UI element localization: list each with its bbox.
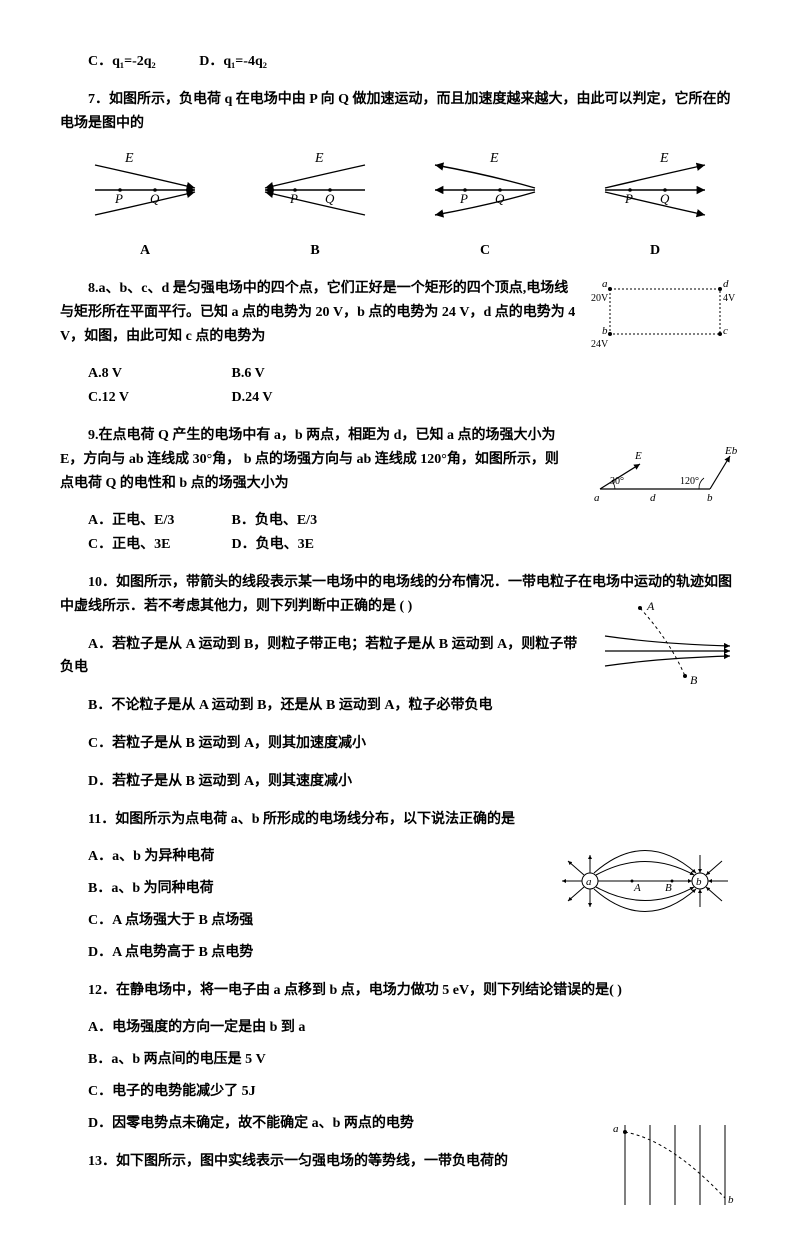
svg-text:Q: Q	[325, 191, 335, 206]
svg-text:b: b	[728, 1194, 734, 1206]
q8-optB: B.6 V	[232, 362, 372, 386]
q9-opts2: C．正电、3E D．负电、3E	[60, 533, 740, 557]
q8-optD: D.24 V	[232, 386, 372, 410]
q9-figure: E Eb 30° 120° a b d	[580, 444, 740, 518]
svg-text:b: b	[707, 492, 713, 504]
q12-optB: B．a、b 两点间的电压是 5 V	[60, 1048, 740, 1072]
q9-optC: C．正电、3E	[88, 533, 228, 557]
svg-text:d: d	[723, 278, 729, 290]
q8-block: a 20V d 4V b 24V c 8.a、b、c、d 是匀强电场中的四个点，…	[60, 277, 740, 410]
q9-optA: A．正电、E/3	[88, 509, 228, 533]
q7-figures: E P Q A E P Q B E P Q	[60, 150, 740, 263]
q10-optC: C．若粒子是从 B 运动到 A，则其加速度减小	[60, 732, 740, 756]
svg-text:E: E	[489, 151, 499, 166]
q7-stem: 7．如图所示，负电荷 q 在电场中由 P 向 Q 做加速运动，而且加速度越来越大…	[60, 88, 740, 136]
q7-fig-A: E P Q A	[80, 150, 210, 263]
q8-optC: C.12 V	[88, 386, 228, 410]
svg-text:B: B	[690, 673, 698, 687]
q6-optC: C．q₁=-2q₂	[88, 50, 156, 74]
q7-fig-B: E P Q B	[250, 150, 380, 263]
svg-text:A: A	[633, 882, 641, 894]
q13-block: a b 13．如下图所示，图中实线表示一匀强电场的等势线，一带负电荷的	[60, 1150, 740, 1174]
q7-fig-D: E P Q D	[590, 150, 720, 263]
svg-text:P: P	[289, 191, 298, 206]
q8-optA: A.8 V	[88, 362, 228, 386]
q11-block: 11．如图所示为点电荷 a、b 所形成的电场线分布，以下说法正确的是 a b	[60, 808, 740, 965]
svg-text:E: E	[124, 151, 134, 166]
svg-text:A: A	[646, 599, 655, 613]
svg-text:Eb: Eb	[724, 445, 738, 457]
q6-options: C．q₁=-2q₂ D．q₁=-4q₂	[60, 50, 740, 74]
q13-figure: a b	[610, 1120, 740, 1224]
svg-text:P: P	[624, 191, 633, 206]
q10-figure: A B	[590, 596, 740, 715]
q7-label-D: D	[590, 239, 720, 263]
svg-text:B: B	[665, 882, 672, 894]
q11-optD: D．A 点电势高于 B 点电势	[60, 941, 740, 965]
q7-svg-B: E P Q	[250, 150, 380, 230]
svg-text:a: a	[613, 1123, 619, 1135]
q12-optA: A．电场强度的方向一定是由 b 到 a	[60, 1016, 740, 1040]
svg-text:a: a	[586, 876, 592, 888]
svg-text:E: E	[314, 151, 324, 166]
svg-text:c: c	[723, 325, 728, 337]
q8-figure: a 20V d 4V b 24V c	[590, 277, 740, 361]
q7-label-C: C	[420, 239, 550, 263]
svg-text:E: E	[634, 450, 642, 462]
svg-text:P: P	[114, 191, 123, 206]
q9-optD: D．负电、3E	[232, 533, 372, 557]
svg-text:Q: Q	[150, 191, 160, 206]
svg-text:Q: Q	[660, 191, 670, 206]
svg-text:b: b	[696, 876, 702, 888]
svg-text:30°: 30°	[610, 476, 624, 487]
q12-stem: 12．在静电场中，将一电子由 a 点移到 b 点，电场力做功 5 eV，则下列结…	[60, 979, 740, 1003]
q11-stem: 11．如图所示为点电荷 a、b 所形成的电场线分布，以下说法正确的是	[60, 808, 740, 832]
svg-text:24V: 24V	[591, 339, 609, 350]
svg-text:120°: 120°	[680, 476, 699, 487]
svg-text:d: d	[650, 492, 656, 504]
q7-label-A: A	[80, 239, 210, 263]
svg-text:P: P	[459, 191, 468, 206]
q10-block: 10．如图所示，带箭头的线段表示某一电场中的电场线的分布情况．一带电粒子在电场中…	[60, 571, 740, 794]
q7-label-B: B	[250, 239, 380, 263]
svg-text:a: a	[594, 492, 600, 504]
q7-svg-C: E P Q	[420, 150, 550, 230]
q11-figure: a b A B	[550, 833, 740, 937]
svg-text:b: b	[602, 325, 608, 337]
q8-opts1: A.8 V B.6 V	[60, 362, 740, 386]
q9-block: E Eb 30° 120° a b d 9.在点电荷 Q 产生的电场中有 a，b…	[60, 424, 740, 557]
svg-text:E: E	[659, 151, 669, 166]
q10-optD: D．若粒子是从 B 运动到 A，则其速度减小	[60, 770, 740, 794]
q9-optB: B．负电、E/3	[232, 509, 372, 533]
svg-text:a: a	[602, 278, 608, 290]
svg-text:4V: 4V	[723, 293, 736, 304]
q6-optD: D．q₁=-4q₂	[199, 50, 267, 74]
q8-opts2: C.12 V D.24 V	[60, 386, 740, 410]
q7-svg-D: E P Q	[590, 150, 720, 230]
q7-svg-A: E P Q	[80, 150, 210, 230]
q7-fig-C: E P Q C	[420, 150, 550, 263]
svg-text:Q: Q	[495, 191, 505, 206]
q12-optC: C．电子的电势能减少了 5J	[60, 1080, 740, 1104]
svg-text:20V: 20V	[591, 293, 609, 304]
